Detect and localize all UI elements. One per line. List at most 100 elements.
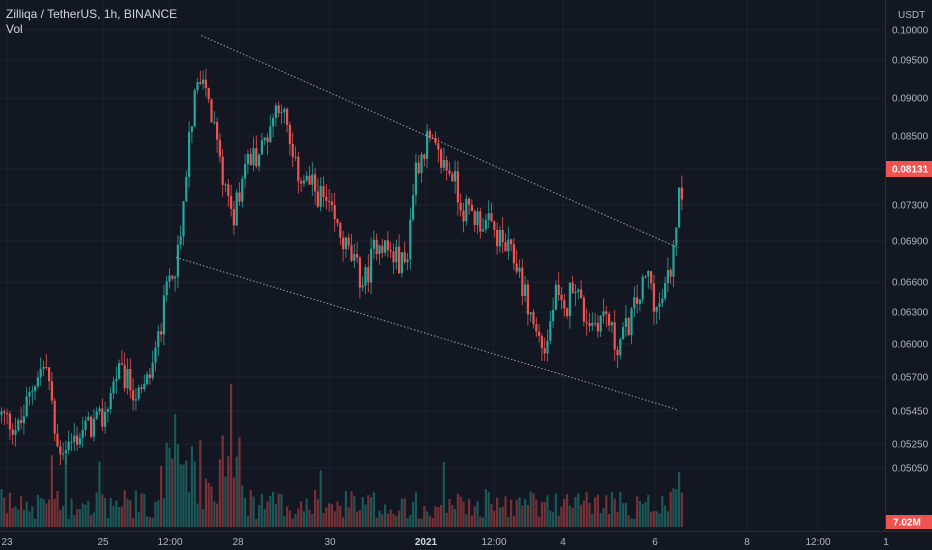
candle-body [171, 275, 174, 279]
volume-bar [45, 503, 48, 527]
candle-body [532, 312, 535, 325]
volume-bar [160, 466, 163, 527]
candle-body [664, 283, 667, 299]
candle-body [134, 399, 137, 401]
volume-bar [241, 485, 244, 527]
volume-bar [140, 493, 143, 527]
volume-bar [210, 486, 213, 527]
candle-body [535, 324, 538, 332]
candle-body [165, 281, 168, 296]
volume-bar [414, 492, 417, 527]
volume-bar [633, 518, 636, 527]
candle-body [59, 446, 62, 455]
candle-body [417, 162, 420, 174]
volume-bar [48, 499, 51, 527]
candle-body [510, 239, 513, 245]
candle-body [70, 441, 73, 443]
volume-bar [123, 490, 126, 527]
volume-bar [227, 456, 230, 527]
candle-body [568, 282, 571, 317]
candle-body [641, 276, 644, 300]
volume-bar [610, 492, 613, 527]
candle-body [675, 227, 678, 246]
time-tick-label: 8 [744, 537, 750, 548]
candle-body [456, 171, 459, 203]
volume-bar [316, 499, 319, 527]
candle-body [288, 124, 291, 145]
candle-body [84, 420, 87, 430]
volume-bar [630, 518, 633, 527]
candle-body [448, 170, 451, 174]
currency-label: USDT [898, 10, 925, 21]
volume-bar [92, 512, 95, 527]
candle-body [342, 237, 345, 250]
candle-body [258, 154, 261, 167]
volume-bar [221, 435, 224, 527]
volume-bar [456, 493, 459, 527]
volume-bar [213, 501, 216, 527]
volume-bar [384, 504, 387, 527]
candle-body [465, 198, 468, 222]
candle-body [389, 250, 392, 252]
candle-body [560, 294, 563, 301]
candle-body [81, 429, 84, 438]
volume-bar [627, 515, 630, 527]
candle-body [599, 315, 602, 332]
volume-bar [244, 498, 247, 527]
candle-body [647, 271, 650, 277]
candle-body [406, 259, 409, 263]
volume-bar [619, 491, 622, 527]
volume-bar [599, 513, 602, 527]
candle-body [263, 137, 266, 141]
volume-bar [482, 517, 485, 527]
candle-body [174, 276, 177, 279]
candle-body [76, 435, 79, 445]
candle-body [260, 140, 263, 155]
volume-bar [392, 514, 395, 527]
candle-body [291, 144, 294, 158]
candle-body [596, 322, 599, 332]
volume-bar [605, 495, 608, 527]
volume-bar [381, 514, 384, 527]
volume-bar [417, 518, 420, 527]
candle-body [353, 254, 356, 261]
candle-body [496, 229, 499, 247]
volume-bar [563, 498, 566, 527]
candle-body [302, 180, 305, 184]
candle-body [14, 430, 17, 435]
candle-body [658, 303, 661, 308]
volume-bar [258, 504, 261, 527]
candle-body [490, 213, 493, 222]
candle-body [484, 219, 487, 230]
volume-bar [73, 515, 76, 527]
volume-bar [588, 502, 591, 527]
candle-body [498, 229, 501, 247]
candle-body [627, 317, 630, 336]
volume-bar [148, 517, 151, 527]
symbol-title[interactable]: Zilliqa / TetherUS, 1h, BINANCE [6, 7, 178, 21]
volume-bar [260, 493, 263, 527]
candle-body [426, 130, 429, 159]
candle-body [67, 441, 70, 451]
volume-bar [126, 498, 129, 527]
volume-bar [582, 500, 585, 527]
volume-bar [470, 515, 473, 527]
volume-indicator-label[interactable]: Vol [6, 22, 23, 36]
candle-body [143, 383, 146, 389]
candle-body [462, 210, 465, 222]
candle-body [28, 391, 31, 397]
candle-body [470, 204, 473, 212]
candle-body [182, 201, 185, 237]
time-axis[interactable]: 23 25 12:00 28 30 2021 12:00 4 6 8 12:00 1 [1, 537, 889, 548]
volume-bar [347, 507, 350, 527]
volume-bar [350, 491, 353, 527]
candle-body [622, 327, 625, 340]
candle-body [115, 378, 118, 382]
candle-body [501, 229, 504, 243]
candle-body [339, 222, 342, 238]
trend-line-upper [201, 35, 679, 249]
candle-body [272, 117, 275, 127]
volume-bar [448, 499, 451, 527]
volume-bar [255, 518, 258, 527]
